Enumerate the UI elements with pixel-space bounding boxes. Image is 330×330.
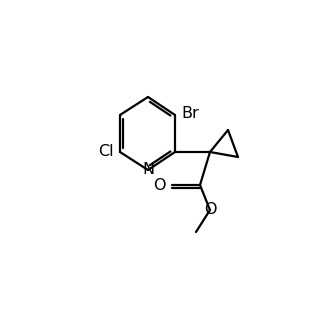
Text: O: O xyxy=(153,178,166,192)
Text: Cl: Cl xyxy=(98,145,114,159)
Text: N: N xyxy=(142,162,154,178)
Text: Br: Br xyxy=(181,107,199,121)
Text: O: O xyxy=(204,203,216,217)
